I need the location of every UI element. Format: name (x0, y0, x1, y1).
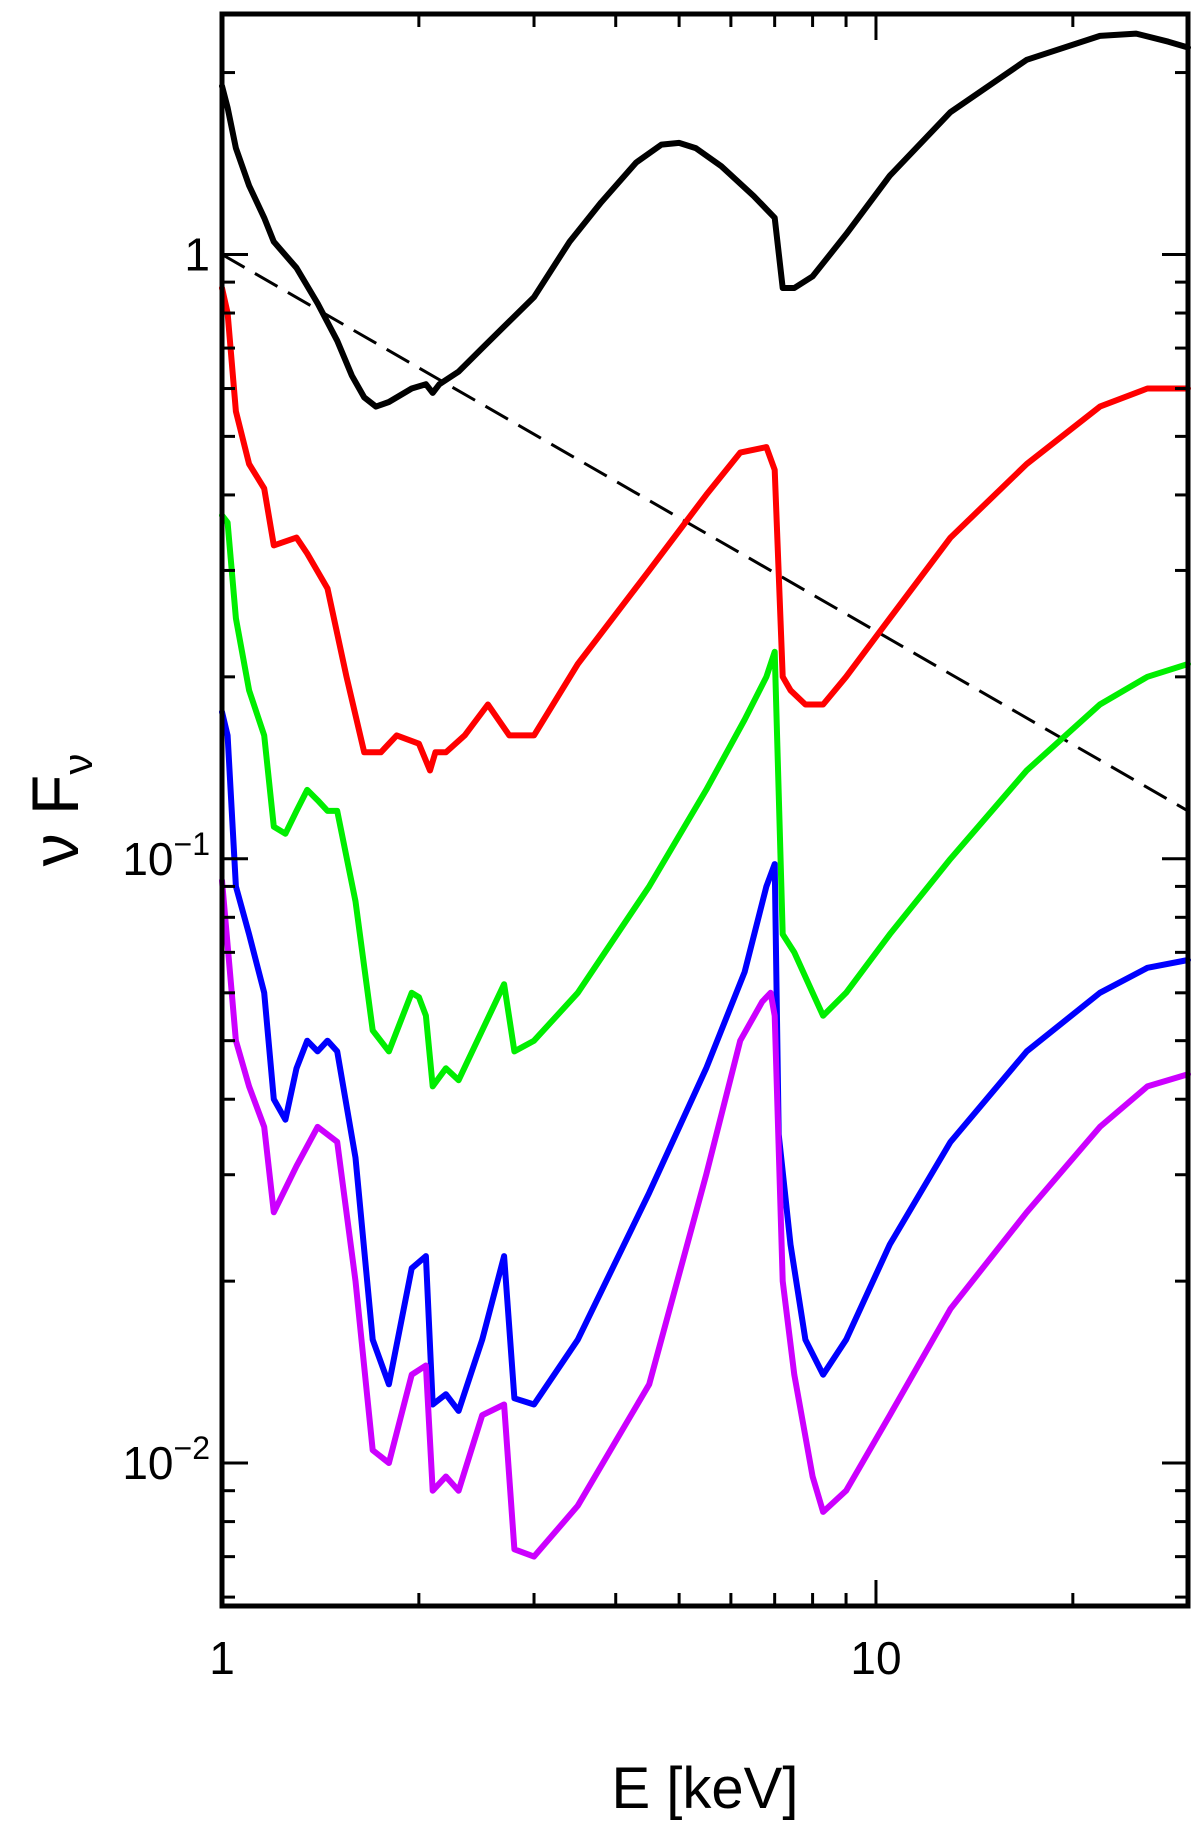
plot-frame (219, 11, 1191, 1609)
series-line-4 (219, 512, 1191, 1090)
x-axis-title: E [keV] (612, 1756, 799, 1821)
series-line-3 (219, 285, 1191, 774)
y-tick-label: 1 (184, 228, 210, 280)
y-tick-label-base: 10 (122, 1437, 173, 1489)
y-tick-label: 10−1 (122, 826, 210, 885)
y-axis-title-base: ν F (18, 775, 92, 867)
y-axis-title: ν Fν (18, 754, 101, 867)
y-tick-label-exponent: −1 (174, 826, 210, 862)
series-line-2 (221, 253, 1189, 813)
series-layer (219, 30, 1191, 1560)
series-line-5 (219, 708, 1191, 1414)
y-tick-label: 10−2 (122, 1430, 210, 1489)
y-tick-label-base: 1 (184, 228, 210, 280)
y-axis-title-sub: ν (54, 754, 101, 775)
y-tick-label-base: 10 (122, 833, 173, 885)
series-line-1 (219, 30, 1191, 410)
x-tick-label: 10 (850, 1632, 901, 1684)
y-tick-label-exponent: −2 (174, 1430, 210, 1466)
x-tick-label: 1 (209, 1632, 235, 1684)
series-line-6 (219, 877, 1191, 1560)
